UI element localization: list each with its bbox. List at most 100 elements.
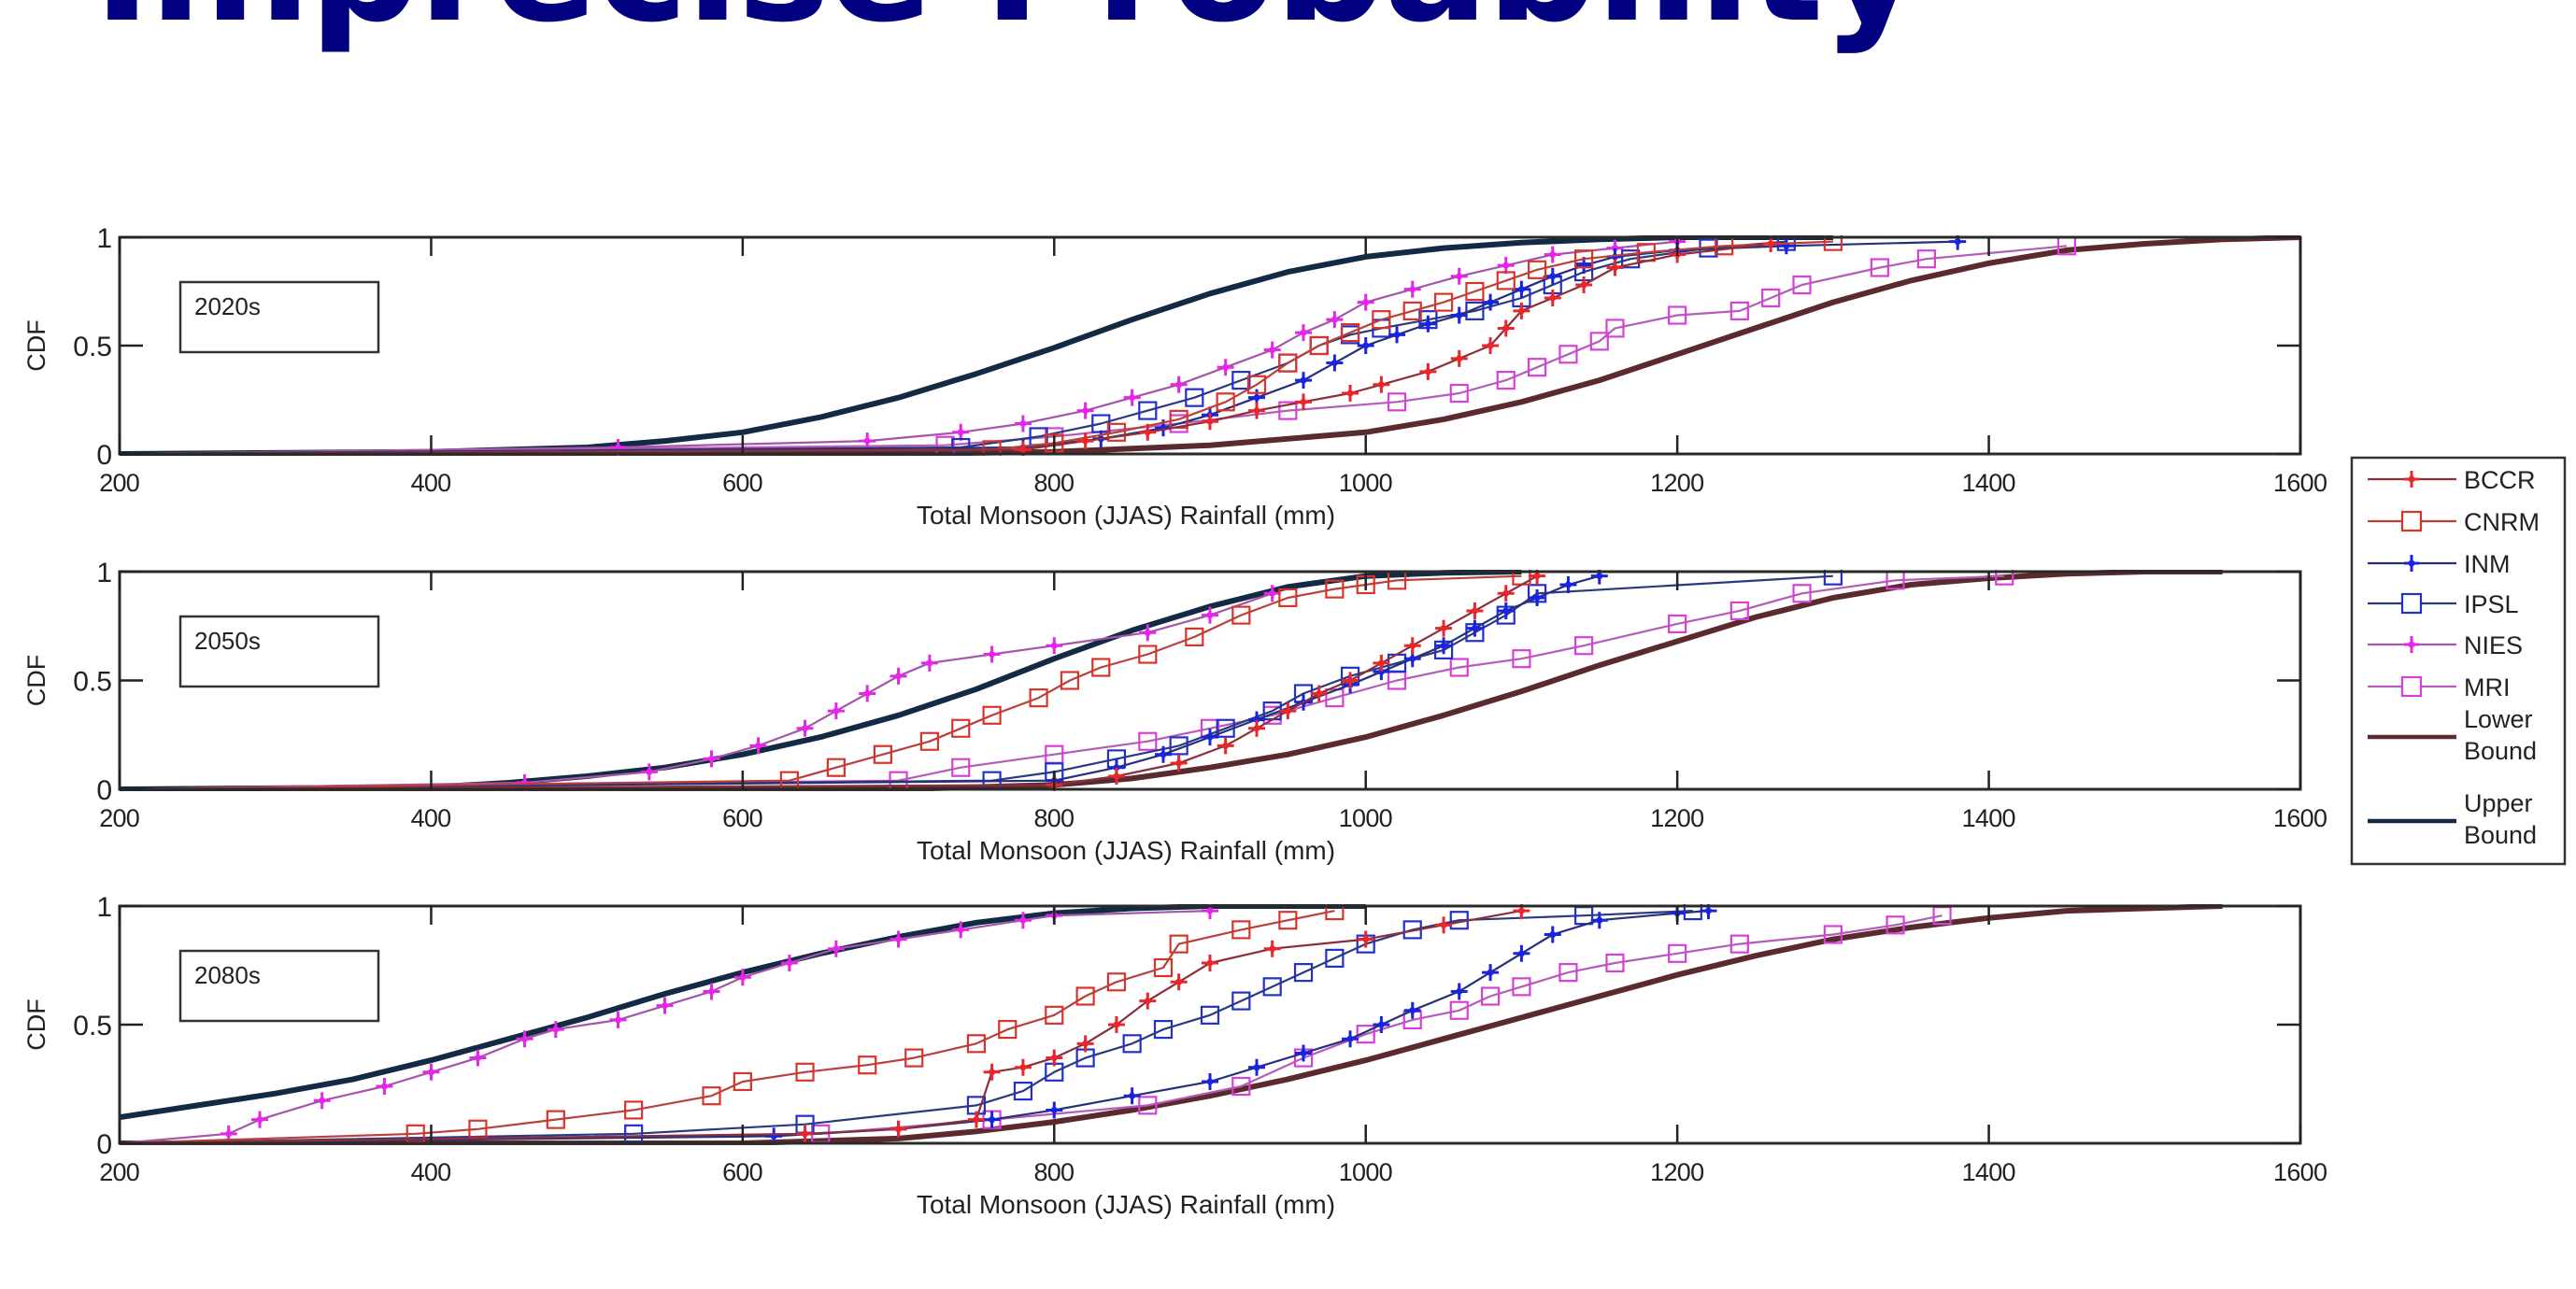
- x-tick-label: 1600: [2273, 804, 2327, 832]
- marker-square-icon: [982, 705, 1002, 725]
- marker-square-icon: [1886, 915, 1905, 935]
- marker-square-icon: [1729, 601, 1749, 621]
- marker-square-icon: [1823, 235, 1843, 251]
- marker-square-icon: [1138, 644, 1158, 664]
- marker-square-icon: [919, 731, 940, 751]
- marker-square-icon: [1372, 310, 1391, 330]
- marker-square-icon: [1231, 371, 1251, 390]
- series-mri: [120, 906, 1952, 1145]
- marker-square-icon: [1527, 260, 1547, 279]
- marker-square-icon: [733, 1071, 752, 1092]
- x-axis-label: Total Monsoon (JJAS) Rainfall (mm): [917, 501, 1335, 530]
- marker-square-icon: [966, 1034, 987, 1054]
- x-tick-label: 200: [99, 1158, 140, 1186]
- marker-square-icon: [1402, 301, 1422, 320]
- legend-label: MRI: [2464, 673, 2511, 701]
- x-tick-label: 1000: [1339, 1158, 1393, 1186]
- legend-label: Bound: [2464, 821, 2537, 849]
- marker-square-icon: [1558, 963, 1578, 983]
- x-tick-label: 1400: [1962, 804, 2016, 832]
- marker-square-icon: [795, 1062, 815, 1082]
- marker-square-icon: [1231, 991, 1251, 1011]
- x-tick-label: 400: [411, 1158, 452, 1186]
- series-lower-bound: [120, 904, 2223, 1145]
- marker-square-icon: [1045, 1005, 1064, 1025]
- legend-item-cnrm: CNRM: [2368, 508, 2540, 536]
- marker-square-icon: [826, 758, 846, 777]
- panel-2080s: 200 400 600 800 1000 1200 1400 1600 0 0.5 1 CDF Tota…: [22, 892, 2327, 1219]
- series-bccr: [120, 904, 1530, 1145]
- series-group: [120, 904, 2223, 1145]
- marker-square-icon: [1278, 911, 1298, 930]
- marker-square-icon: [1668, 614, 1687, 634]
- legend-label: Lower: [2464, 705, 2533, 733]
- legend-square-icon: [2400, 510, 2423, 532]
- x-tick-label: 1200: [1650, 1158, 1704, 1186]
- marker-square-icon: [1169, 934, 1188, 954]
- x-tick-label: 800: [1034, 469, 1075, 497]
- marker-square-icon: [1340, 322, 1360, 343]
- marker-square-icon: [1200, 1005, 1220, 1025]
- marker-square-icon: [1325, 688, 1345, 708]
- marker-square-icon: [1621, 249, 1641, 269]
- marker-square-icon: [1325, 948, 1345, 968]
- marker-square-icon: [858, 1055, 877, 1075]
- y-tick-label: 0.5: [73, 332, 112, 362]
- y-axis-label: CDF: [22, 319, 50, 372]
- marker-square-icon: [1387, 392, 1407, 412]
- marker-square-icon: [1527, 358, 1547, 377]
- y-tick-label: 1: [96, 892, 112, 923]
- legend-box: [2350, 456, 2567, 866]
- period-annotation-label: 2020s: [194, 292, 261, 320]
- x-tick-label: 400: [411, 804, 452, 832]
- marker-square-icon: [1512, 649, 1531, 669]
- marker-square-icon: [1916, 249, 1936, 269]
- legend-label: IPSL: [2464, 590, 2519, 618]
- x-tick-label: 800: [1034, 804, 1075, 832]
- y-tick-label: 0: [96, 775, 112, 806]
- marker-square-icon: [1246, 375, 1267, 394]
- marker-square-icon: [1668, 305, 1687, 325]
- legend-item-lower-bound: Lower Bound: [2368, 705, 2537, 765]
- marker-square-icon: [998, 1019, 1018, 1040]
- legend-square-icon: [2400, 592, 2423, 615]
- slide-title: Imprecise Probability: [93, 0, 1923, 45]
- legend: BCCR CNRM INM IPSL NIES MRI Lower Bound Upper Bou…: [2350, 456, 2567, 866]
- x-tick-label: 400: [411, 469, 452, 497]
- marker-square-icon: [1013, 1082, 1033, 1101]
- legend-item-upper-bound: Upper Bound: [2368, 789, 2537, 849]
- x-tick-label: 1200: [1650, 469, 1704, 497]
- marker-square-icon: [951, 758, 971, 777]
- marker-square-icon: [1325, 904, 1345, 921]
- marker-square-icon: [1231, 605, 1251, 625]
- marker-square-icon: [1138, 401, 1158, 420]
- marker-square-icon: [1574, 636, 1594, 656]
- x-tick-label: 1600: [2273, 1158, 2327, 1186]
- marker-square-icon: [1278, 401, 1298, 420]
- series-lower-bound: [120, 235, 2300, 456]
- x-tick-label: 200: [99, 804, 140, 832]
- marker-square-icon: [546, 1110, 565, 1129]
- marker-square-icon: [1029, 688, 1048, 708]
- marker-square-icon: [1185, 388, 1204, 407]
- marker-square-icon: [1465, 281, 1485, 302]
- marker-square-icon: [904, 1048, 924, 1068]
- marker-square-icon: [1231, 920, 1251, 940]
- x-tick-label: 1600: [2273, 469, 2327, 497]
- marker-square-icon: [873, 744, 893, 764]
- legend-item-nies: NIES: [2368, 631, 2523, 659]
- marker-square-icon: [1605, 953, 1625, 973]
- marker-square-icon: [1231, 1076, 1251, 1097]
- marker-square-icon: [1122, 1034, 1142, 1054]
- marker-square-icon: [1729, 934, 1749, 954]
- legend-label: NIES: [2464, 631, 2523, 659]
- marker-square-icon: [1558, 345, 1578, 364]
- legend-label: Upper: [2464, 789, 2533, 817]
- marker-square-icon: [1761, 288, 1781, 308]
- legend-item-bccr: BCCR: [2368, 466, 2536, 494]
- period-annotation-box: [178, 280, 380, 354]
- plot-area: [120, 906, 2300, 1143]
- marker-square-icon: [1449, 658, 1469, 677]
- x-tick-label: 1200: [1650, 804, 1704, 832]
